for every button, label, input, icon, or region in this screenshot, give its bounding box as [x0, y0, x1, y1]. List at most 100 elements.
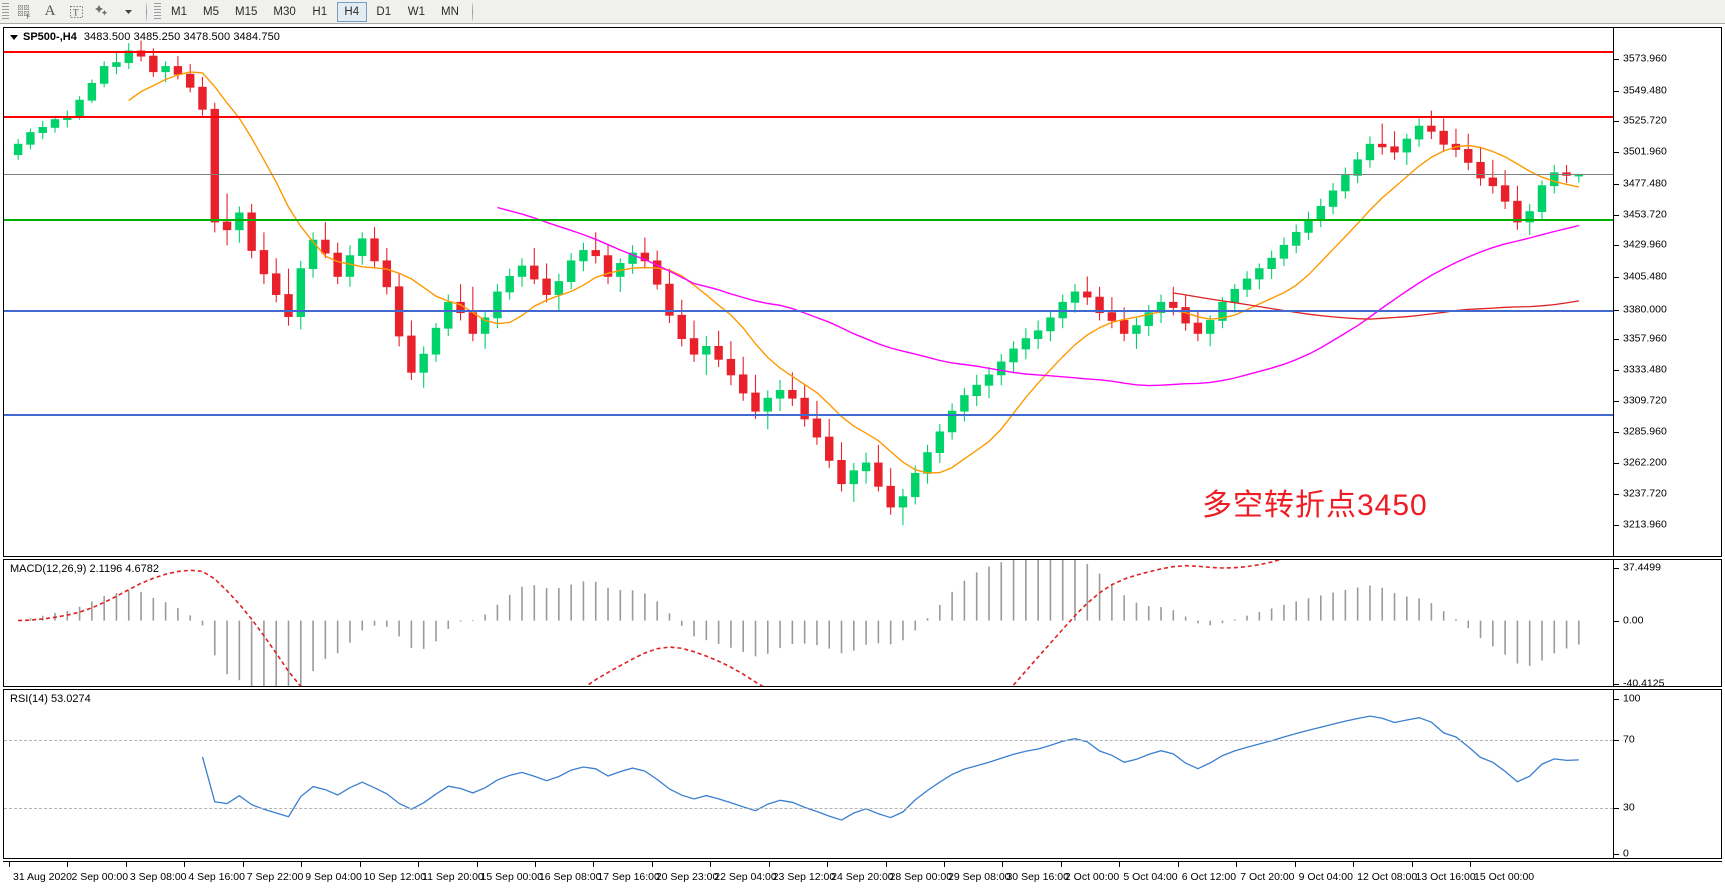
timeframe-mn[interactable]: MN — [441, 5, 459, 18]
time-tick — [1353, 862, 1355, 867]
time-tick — [184, 862, 186, 867]
chart-grid-icon[interactable]: F — [11, 1, 37, 23]
price-tick-label: 3285.960 — [1623, 425, 1667, 438]
price-tick — [1614, 462, 1619, 464]
rsi-plot[interactable] — [4, 690, 1613, 858]
rsi-label: RSI(14) 53.0274 — [10, 693, 91, 705]
timeframe-group: M1 M5 M15 M30 H1 H4 D1 W1 MN — [163, 1, 467, 22]
time-tick — [476, 862, 478, 867]
rsi-tick — [1614, 854, 1619, 855]
time-tick-label: 20 Sep 23:00 — [655, 871, 719, 883]
time-tick — [1411, 862, 1413, 867]
timeframe-h1[interactable]: H1 — [312, 5, 328, 18]
time-tick-label: 29 Sep 08:00 — [948, 871, 1011, 883]
timeframe-d1[interactable]: D1 — [376, 5, 392, 18]
price-tick-label: 3573.960 — [1623, 52, 1667, 65]
time-tick-label: 9 Oct 04:00 — [1298, 871, 1353, 883]
time-tick-label: 28 Sep 00:00 — [889, 871, 953, 883]
rsi-tick — [1614, 740, 1619, 742]
price-tick — [1614, 277, 1619, 279]
time-tick-label: 2 Sep 00:00 — [71, 871, 129, 883]
price-plot[interactable]: 3580.0393530.0003484.7503450.0003380.000… — [4, 28, 1613, 556]
rsi-pane[interactable]: 100 70 30 0 RSI(14) 53.0274 — [3, 689, 1722, 859]
price-tick — [1614, 310, 1619, 312]
svg-text:F: F — [26, 15, 30, 19]
time-tick-label: 10 Sep 12:00 — [363, 871, 427, 883]
macd-label: MACD(12,26,9) 2.1196 4.6782 — [10, 563, 159, 575]
timeframe-w1[interactable]: W1 — [407, 5, 425, 18]
level-line-price-line-3484[interactable] — [4, 174, 1613, 176]
time-tick — [651, 862, 653, 867]
price-tick — [1614, 214, 1619, 216]
timeframe-m1[interactable]: M1 — [171, 5, 187, 18]
time-tick — [534, 862, 536, 867]
price-pane[interactable]: 3580.0393530.0003484.7503450.0003380.000… — [3, 27, 1722, 557]
time-tick — [359, 862, 361, 867]
time-tick-label: 13 Oct 16:00 — [1415, 871, 1476, 883]
chart-annotation: 多空转折点3450 — [1202, 489, 1428, 522]
text-box-icon[interactable]: T — [63, 1, 89, 23]
time-axis[interactable]: 31 Aug 2020 2 Sep 00:00 3 Sep 08:00 4 Sep 1… — [3, 861, 1722, 889]
price-tick — [1614, 183, 1619, 185]
price-tick-label: 3525.720 — [1623, 114, 1667, 127]
price-tick-label: 3405.480 — [1623, 270, 1667, 283]
time-tick — [593, 862, 595, 867]
price-tick-label: 3453.720 — [1623, 208, 1667, 221]
time-tick-label: 17 Sep 16:00 — [597, 871, 660, 883]
price-tick-label: 3501.960 — [1623, 145, 1667, 158]
price-tick-label: 3262.200 — [1623, 456, 1667, 469]
level-line-resistance-3580[interactable] — [4, 50, 1613, 53]
price-tick-label: 3380.000 — [1623, 303, 1667, 316]
time-tick — [1002, 862, 1004, 867]
symbol-header: SP500-,H4 3483.500 3485.250 3478.500 348… — [10, 31, 280, 43]
time-tick — [1236, 862, 1238, 867]
macd-tick-label: 37.4499 — [1623, 561, 1661, 574]
price-tick — [1614, 370, 1619, 372]
chevron-down-icon[interactable] — [115, 1, 141, 23]
time-tick — [301, 862, 303, 867]
time-tick-label: 7 Oct 20:00 — [1240, 871, 1295, 883]
rsi-level-30 — [4, 807, 1613, 809]
price-tick-label: 3237.720 — [1623, 487, 1667, 500]
macd-tick — [1614, 684, 1619, 685]
level-line-support-3450[interactable] — [4, 219, 1613, 222]
symbol-name: SP500-,H4 — [23, 31, 77, 43]
timeframe-grip[interactable] — [154, 2, 161, 21]
rsi-tick-label: 30 — [1623, 801, 1635, 814]
toolbar-grip[interactable] — [2, 2, 9, 21]
symbol-ohlc: 3483.500 3485.250 3478.500 3484.750 — [83, 31, 281, 43]
time-tick-label: 23 Sep 12:00 — [772, 871, 836, 883]
price-tick — [1614, 431, 1619, 433]
price-tick-label: 3333.480 — [1623, 363, 1667, 376]
rsi-tick — [1614, 807, 1619, 809]
timeframe-m5[interactable]: M5 — [203, 5, 219, 18]
macd-plot[interactable] — [4, 560, 1613, 686]
level-line-resistance-3530[interactable] — [4, 115, 1613, 118]
level-line-support-3380[interactable] — [4, 310, 1613, 313]
time-tick — [242, 862, 244, 867]
price-tick — [1614, 58, 1619, 60]
time-tick-label: 16 Sep 08:00 — [538, 871, 602, 883]
price-tick — [1614, 121, 1619, 123]
time-tick-label: 4 Sep 16:00 — [188, 871, 245, 883]
time-tick-label: 2 Oct 00:00 — [1064, 871, 1120, 883]
timeframe-h4[interactable]: H4 — [336, 1, 367, 22]
price-tick-label: 3549.480 — [1623, 84, 1667, 96]
price-axis[interactable]: 3573.960 3549.480 3525.720 3501.960 3477.480… — [1613, 28, 1721, 556]
time-tick-label: 22 Sep 04:00 — [714, 871, 777, 883]
time-tick — [1177, 862, 1179, 867]
objects-icon[interactable] — [89, 1, 115, 23]
time-tick — [827, 862, 829, 867]
time-tick — [885, 862, 887, 867]
collapse-arrow-icon[interactable] — [10, 34, 18, 40]
text-label-icon[interactable]: A — [44, 3, 56, 19]
timeframe-m30[interactable]: M30 — [273, 5, 296, 18]
time-tick — [768, 862, 770, 867]
svg-text:T: T — [73, 8, 79, 18]
level-line-support-3300[interactable] — [4, 413, 1613, 416]
macd-tick-label: -40.4125 — [1623, 677, 1665, 687]
timeframe-m15[interactable]: M15 — [235, 5, 258, 18]
macd-pane[interactable]: 37.4499 0.00 -40.4125 MACD(12,26,9) 2.1196… — [3, 559, 1722, 687]
time-tick-label: 12 Oct 08:00 — [1357, 871, 1418, 883]
time-tick-label: 6 Oct 12:00 — [1181, 871, 1237, 883]
